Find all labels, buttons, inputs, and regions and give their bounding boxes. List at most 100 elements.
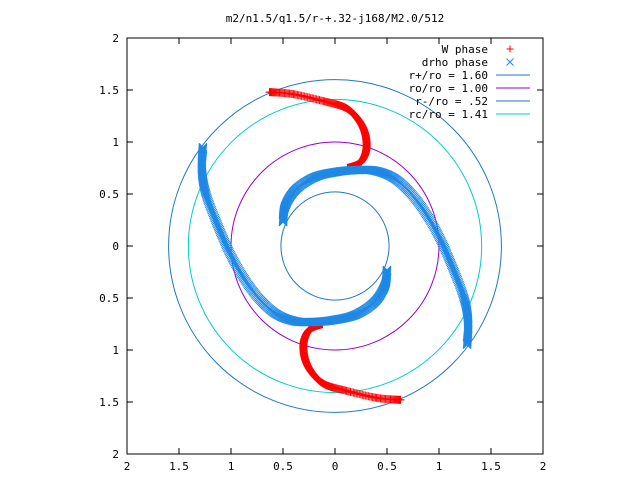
drho-phase-point bbox=[218, 233, 228, 243]
x-tick-label: 2 bbox=[124, 460, 131, 473]
legend-label: drho phase bbox=[422, 56, 488, 69]
x-tick-label: 1 bbox=[436, 460, 443, 473]
y-tick-label: 1.5 bbox=[99, 84, 119, 97]
drho-phase-point bbox=[225, 249, 235, 259]
drho-phase-point bbox=[214, 222, 223, 232]
y-tick-label: 0.5 bbox=[99, 188, 119, 201]
drho-phase-point bbox=[227, 252, 236, 262]
series-w-phase bbox=[265, 88, 405, 404]
x-tick-label: 2 bbox=[540, 460, 547, 473]
drho-phase-point bbox=[438, 241, 448, 250]
x-tick-label: 0.5 bbox=[273, 460, 293, 473]
x-tick-label: 1 bbox=[228, 460, 235, 473]
drho-phase-point bbox=[441, 247, 451, 256]
drho-phase-point bbox=[436, 235, 445, 244]
y-tick-label: 0.5 bbox=[99, 292, 119, 305]
legend-label: rc/ro = 1.41 bbox=[409, 108, 488, 121]
drho-phase-point bbox=[206, 204, 216, 213]
drho-phase-point bbox=[225, 248, 234, 257]
drho-phase-point bbox=[449, 264, 458, 274]
drho-phase-point bbox=[198, 145, 208, 155]
drho-phase-point bbox=[445, 255, 454, 265]
legend-label: ro/ro = 1.00 bbox=[409, 82, 488, 95]
drho-phase-point bbox=[217, 230, 226, 240]
drho-phase-point bbox=[449, 266, 459, 276]
y-tick-label: 0 bbox=[112, 240, 119, 253]
drho-phase-point bbox=[440, 245, 450, 255]
x-tick-label: 0.5 bbox=[377, 460, 397, 473]
drho-phase-point bbox=[442, 249, 452, 259]
x-tick-label: 0 bbox=[332, 460, 339, 473]
axis-ticks: 2 1.5 1 0.5 0 0.5 1 1.5 221.510.500.511.52 bbox=[99, 32, 546, 473]
drho-phase-point bbox=[462, 336, 472, 346]
drho-phase-point bbox=[434, 232, 444, 242]
drho-phase-point bbox=[208, 208, 218, 218]
drho-phase-point bbox=[215, 225, 225, 235]
drho-phase-point bbox=[455, 280, 464, 290]
drho-phase-point bbox=[211, 215, 220, 224]
drho-phase-point bbox=[437, 238, 447, 247]
series-drho-phase bbox=[197, 142, 473, 350]
drho-phase-point bbox=[436, 236, 446, 246]
legend-marker bbox=[506, 45, 514, 53]
drho-phase-point bbox=[198, 142, 208, 152]
legend-label: r-/ro = .52 bbox=[415, 95, 488, 108]
drho-phase-point bbox=[444, 254, 454, 264]
drho-phase-point bbox=[438, 239, 447, 249]
drho-phase-point bbox=[206, 202, 215, 212]
drho-phase-point bbox=[221, 239, 230, 248]
drho-phase-point bbox=[444, 252, 453, 262]
drho-phase-point bbox=[219, 234, 228, 244]
drho-phase-point bbox=[459, 294, 469, 304]
drho-phase-point bbox=[212, 218, 221, 228]
y-tick-label: 1 bbox=[112, 344, 119, 357]
drho-phase-point bbox=[217, 231, 227, 241]
legend-marker bbox=[506, 58, 514, 66]
drho-phase-point bbox=[454, 277, 463, 287]
drho-phase-point bbox=[210, 213, 220, 223]
y-tick-label: 1.5 bbox=[99, 396, 119, 409]
drho-phase-point bbox=[226, 250, 236, 260]
drho-phase-point bbox=[209, 212, 219, 221]
drho-phase-point bbox=[216, 228, 226, 238]
legend-label: r+/ro = 1.60 bbox=[409, 69, 488, 82]
drho-phase-point bbox=[198, 146, 208, 156]
drho-phase-point bbox=[450, 268, 459, 277]
drho-phase-point bbox=[221, 240, 231, 250]
drho-phase-point bbox=[448, 263, 458, 273]
drho-phase-point bbox=[452, 272, 461, 282]
drho-phase-point bbox=[207, 207, 217, 217]
drho-phase-point bbox=[219, 236, 229, 245]
circle-r+ro bbox=[168, 79, 502, 413]
drho-phase-point bbox=[434, 230, 443, 240]
radius-circles bbox=[168, 79, 502, 413]
chart-title: m2/n1.5/q1.5/r-+.32-j168/M2.0/512 bbox=[226, 12, 445, 25]
drho-phase-point bbox=[207, 205, 216, 215]
drho-phase-point bbox=[220, 237, 230, 247]
drho-phase-point bbox=[222, 242, 232, 251]
y-tick-label: 2 bbox=[112, 448, 119, 461]
drho-phase-point bbox=[212, 219, 222, 229]
drho-phase-point bbox=[211, 216, 221, 226]
drho-phase-point bbox=[454, 279, 464, 288]
drho-phase-point bbox=[451, 271, 461, 280]
drho-phase-point bbox=[445, 257, 455, 267]
drho-phase-point bbox=[223, 243, 232, 253]
legend-label: W phase bbox=[442, 43, 488, 56]
drho-phase-point bbox=[443, 251, 453, 261]
drho-phase-point bbox=[446, 258, 456, 268]
drho-phase-point bbox=[453, 275, 463, 285]
drho-phase-point bbox=[440, 244, 449, 253]
drho-phase-point bbox=[216, 227, 225, 237]
drho-phase-point bbox=[455, 282, 465, 291]
drho-phase-point bbox=[201, 188, 211, 198]
drho-phase-point bbox=[462, 337, 472, 347]
x-tick-label: 1.5 bbox=[481, 460, 501, 473]
drho-phase-point bbox=[223, 245, 233, 254]
drho-phase-point bbox=[224, 246, 234, 256]
drho-phase-point bbox=[214, 224, 224, 234]
y-tick-label: 2 bbox=[112, 32, 119, 45]
drho-phase-point bbox=[209, 210, 218, 220]
